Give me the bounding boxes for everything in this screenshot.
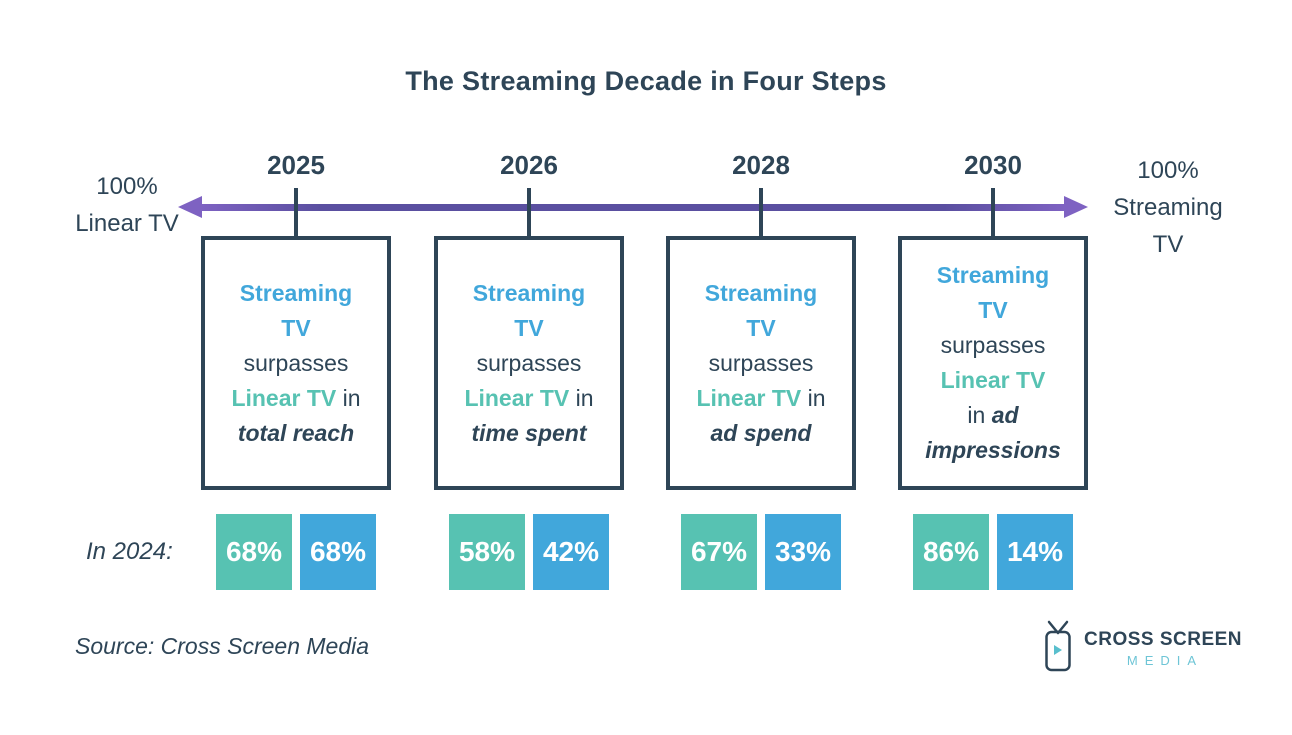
- milestone-text-segment: TV: [978, 297, 1008, 323]
- logo-name: CROSS SCREEN: [1084, 629, 1243, 650]
- milestone-text-line: TV: [281, 311, 310, 346]
- timeline-column-2028: 2028 Streaming TV surpasses Linear TV in ad …: [666, 0, 856, 735]
- timeline-column-2026: 2026 Streaming TV surpasses Linear TV in tim…: [434, 0, 624, 735]
- cross-screen-media-logo: CROSS SCREEN MEDIA: [1040, 620, 1242, 677]
- milestone-text-line: Linear TV: [941, 363, 1046, 398]
- linear-share-value: 68%: [216, 514, 292, 590]
- milestone-text-line: TV: [978, 293, 1007, 328]
- milestone-text-line: surpasses: [477, 346, 582, 381]
- left-label-line: 100%: [96, 173, 158, 200]
- milestone-text-segment: Linear TV: [940, 367, 1046, 393]
- milestone-text-line: Streaming: [473, 276, 585, 311]
- timeline-left-label: 100% Linear TV: [57, 168, 197, 242]
- milestone-text-segment: Linear TV: [231, 384, 337, 411]
- linear-share-value: 86%: [913, 514, 989, 590]
- milestone-text-segment: surpasses: [476, 349, 582, 376]
- milestone-text-segment: Streaming: [936, 262, 1050, 288]
- year-label: 2026: [500, 150, 558, 180]
- milestone-box: Streaming TV surpasses Linear TV in ad spend: [666, 236, 856, 490]
- linear-share-value: 67%: [681, 514, 757, 590]
- share-pair: 58% 42%: [449, 514, 609, 590]
- milestone-text-line: Streaming: [240, 276, 352, 311]
- milestone-text-segment: in: [801, 384, 826, 411]
- logo-text: CROSS SCREEN MEDIA: [1084, 629, 1242, 668]
- milestone-text-segment: total reach: [237, 419, 355, 446]
- milestone-text-line: total reach: [238, 416, 354, 451]
- milestone-text-line: Streaming: [937, 258, 1049, 293]
- year-label: 2025: [267, 150, 325, 180]
- share-pair: 68% 68%: [216, 514, 376, 590]
- milestone-text-segment: in: [336, 384, 361, 411]
- share-pair: 67% 33%: [681, 514, 841, 590]
- year-label: 2028: [732, 150, 790, 180]
- milestone-text-line: TV: [514, 311, 543, 346]
- timeline-column-2025: 2025 Streaming TV surpasses Linear TV in tot…: [201, 0, 391, 735]
- milestone-text-segment: time spent: [471, 419, 587, 446]
- left-label-line: Linear TV: [75, 210, 179, 237]
- milestone-text-line: TV: [746, 311, 775, 346]
- milestone-text-line: impressions: [925, 433, 1061, 468]
- milestone-text-segment: in: [569, 384, 594, 411]
- milestone-box: Streaming TV surpasses Linear TV in time spe…: [434, 236, 624, 490]
- milestone-text-line: Linear TV in: [231, 381, 360, 416]
- milestone-text-segment: TV: [281, 314, 311, 341]
- tv-play-icon: [1040, 620, 1076, 677]
- milestone-text-segment: Streaming: [704, 279, 818, 306]
- timeline-tick: [991, 188, 995, 236]
- milestone-text-segment: Linear TV: [696, 384, 802, 411]
- milestone-text-segment: surpasses: [708, 349, 814, 376]
- milestone-text-segment: Linear TV: [464, 384, 570, 411]
- streaming-share-value: 68%: [300, 514, 376, 590]
- milestone-text-line: surpasses: [709, 346, 814, 381]
- streaming-share-value: 33%: [765, 514, 841, 590]
- timeline-tick: [294, 188, 298, 236]
- arrowhead-right-icon: [1064, 196, 1088, 218]
- milestone-text-segment: Streaming: [472, 279, 586, 306]
- milestone-text-line: Linear TV in: [696, 381, 825, 416]
- streaming-share-value: 14%: [997, 514, 1073, 590]
- in-2024-label: In 2024:: [86, 538, 173, 565]
- right-label-line: TV: [1152, 231, 1184, 258]
- milestone-text-line: ad spend: [711, 416, 812, 451]
- linear-share-value: 58%: [449, 514, 525, 590]
- timeline-right-label: 100% Streaming TV: [1098, 152, 1238, 263]
- milestone-text-segment: in: [967, 402, 992, 428]
- milestone-text-segment: surpasses: [940, 332, 1046, 358]
- milestone-text-segment: impressions: [925, 437, 1061, 463]
- milestone-text-line: Streaming: [705, 276, 817, 311]
- milestone-text-segment: Streaming: [239, 279, 353, 306]
- milestone-text-segment: TV: [746, 314, 776, 341]
- right-label-line: Streaming: [1113, 194, 1223, 221]
- right-label-line: 100%: [1137, 157, 1199, 184]
- streaming-share-value: 42%: [533, 514, 609, 590]
- milestone-text-segment: surpasses: [243, 349, 349, 376]
- logo-subname: MEDIA: [1126, 653, 1204, 668]
- timeline-tick: [759, 188, 763, 236]
- timeline-arrow: [200, 204, 1065, 211]
- share-pair: 86% 14%: [913, 514, 1073, 590]
- year-label: 2030: [964, 150, 1022, 180]
- milestone-text-line: surpasses: [244, 346, 349, 381]
- milestone-text-segment: ad spend: [710, 419, 812, 446]
- milestone-text-line: Linear TV in: [464, 381, 593, 416]
- timeline-column-2030: 2030 Streaming TV surpasses Linear TV in ad i…: [898, 0, 1088, 735]
- milestone-box: Streaming TV surpasses Linear TV in total re…: [201, 236, 391, 490]
- timeline-tick: [527, 188, 531, 236]
- arrowhead-left-icon: [178, 196, 202, 218]
- milestone-text-segment: TV: [514, 314, 544, 341]
- milestone-text-line: time spent: [471, 416, 586, 451]
- chart-title: The Streaming Decade in Four Steps: [405, 66, 887, 96]
- milestone-box: Streaming TV surpasses Linear TV in ad impres…: [898, 236, 1088, 490]
- milestone-text-segment: ad: [991, 402, 1019, 428]
- milestone-text-line: in ad: [967, 398, 1018, 433]
- milestone-text-line: surpasses: [941, 328, 1046, 363]
- source-note: Source: Cross Screen Media: [75, 633, 370, 659]
